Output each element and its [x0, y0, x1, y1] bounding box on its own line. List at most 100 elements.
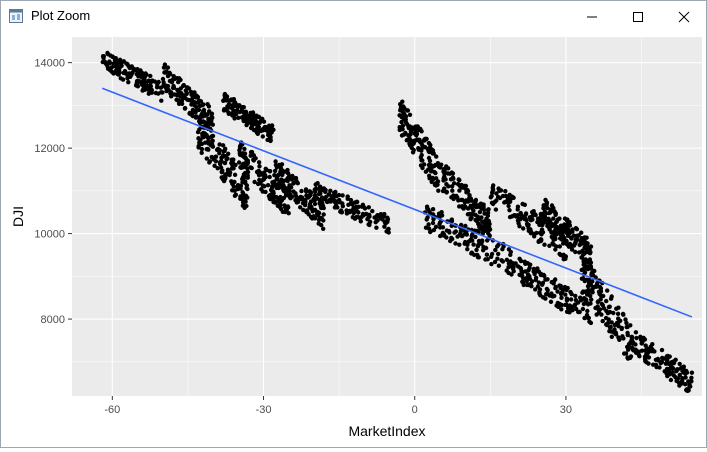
data-point	[324, 199, 329, 204]
data-point	[458, 228, 464, 234]
data-point	[670, 370, 675, 375]
data-point	[171, 74, 176, 79]
data-point	[473, 234, 478, 240]
data-point	[426, 140, 432, 146]
data-point	[214, 147, 220, 152]
data-point	[179, 101, 185, 107]
data-point	[687, 382, 692, 387]
title-bar[interactable]: Plot Zoom	[1, 1, 706, 32]
data-point	[500, 193, 506, 199]
data-point	[553, 285, 558, 291]
data-point	[226, 151, 231, 156]
data-point	[677, 372, 682, 378]
data-point	[428, 169, 434, 174]
minimize-button[interactable]	[569, 1, 615, 32]
data-point	[361, 213, 366, 218]
data-point	[681, 370, 687, 375]
data-point	[493, 247, 498, 253]
data-point	[236, 160, 242, 165]
data-point	[474, 247, 479, 253]
data-point	[410, 142, 415, 147]
maximize-icon	[633, 11, 643, 22]
data-point	[604, 298, 609, 304]
data-point	[626, 347, 631, 352]
data-point	[176, 93, 182, 98]
data-point	[511, 264, 516, 269]
data-point	[516, 216, 522, 222]
data-point	[457, 183, 462, 188]
data-point	[144, 72, 149, 77]
data-point	[348, 197, 354, 203]
app-window-icon	[9, 9, 23, 23]
data-point	[469, 251, 474, 256]
data-point	[569, 236, 574, 241]
data-point	[465, 206, 471, 211]
regression-line	[101, 87, 693, 318]
data-point	[114, 67, 120, 72]
x-tick-label: -60	[104, 404, 120, 416]
data-point	[557, 216, 562, 221]
data-point	[554, 229, 559, 235]
data-point	[220, 143, 226, 148]
data-point	[165, 65, 171, 70]
data-point	[493, 207, 499, 212]
data-point	[263, 166, 268, 171]
maximize-button[interactable]	[615, 1, 661, 32]
data-point	[619, 326, 624, 332]
data-point	[564, 309, 570, 314]
y-tick-label: 8000	[41, 314, 65, 326]
data-point	[205, 102, 210, 107]
data-point	[416, 146, 421, 151]
data-point	[579, 238, 584, 243]
data-point	[559, 290, 565, 295]
data-point	[571, 242, 577, 248]
data-point	[559, 307, 564, 312]
data-point	[423, 169, 429, 174]
data-point	[527, 276, 533, 282]
data-point	[500, 259, 506, 264]
data-point	[249, 149, 255, 155]
data-point	[481, 204, 486, 210]
data-point	[230, 181, 235, 186]
data-point	[609, 294, 614, 299]
data-point	[476, 255, 481, 260]
data-point	[611, 310, 616, 316]
close-icon	[678, 11, 690, 22]
data-point	[592, 268, 597, 274]
data-point	[607, 304, 612, 309]
data-point	[473, 199, 478, 204]
data-point	[599, 301, 604, 307]
data-point	[560, 234, 565, 239]
close-button[interactable]	[661, 1, 707, 32]
data-point	[616, 335, 621, 340]
data-point	[547, 243, 552, 248]
data-point	[406, 125, 412, 131]
data-point	[169, 80, 175, 85]
data-point	[530, 217, 535, 222]
data-point	[404, 138, 409, 143]
data-point	[339, 210, 344, 215]
data-point	[662, 356, 667, 361]
data-point	[275, 203, 280, 208]
data-point	[683, 382, 688, 387]
data-point	[453, 194, 459, 200]
data-point	[313, 186, 319, 191]
data-point	[427, 209, 432, 214]
data-point	[398, 105, 404, 110]
data-point	[589, 297, 594, 302]
data-point	[449, 217, 454, 222]
data-point	[249, 165, 254, 171]
data-point	[229, 112, 235, 117]
data-point	[570, 227, 575, 232]
data-point	[589, 272, 594, 278]
data-point	[457, 178, 462, 183]
data-point	[449, 235, 454, 241]
data-point	[507, 214, 513, 220]
data-point	[257, 177, 262, 183]
data-point	[595, 306, 601, 312]
data-point	[580, 290, 585, 295]
data-point	[420, 165, 425, 171]
data-point	[150, 78, 155, 83]
data-point	[533, 287, 538, 292]
data-point	[229, 97, 234, 102]
